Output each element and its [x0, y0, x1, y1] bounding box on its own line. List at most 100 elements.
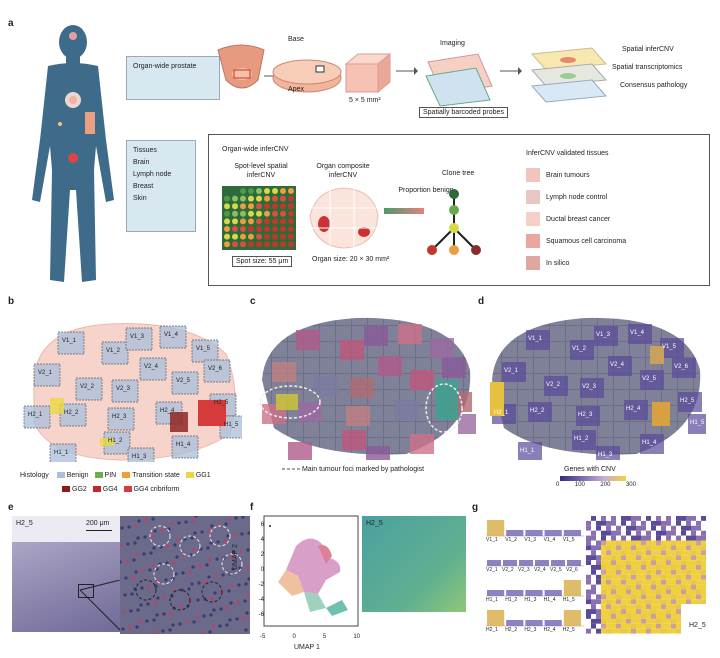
heatmap-cell: [671, 599, 676, 605]
heatmap-cell: [631, 550, 636, 556]
tile-outline: [125, 327, 153, 351]
heatmap-cell: [691, 560, 696, 565]
heatmap-cell: [601, 604, 606, 610]
heatmap-cell: [601, 594, 606, 600]
heatmap-cell: [586, 565, 591, 570]
heatmap-cell: [616, 516, 621, 521]
tile-outline: [159, 325, 187, 349]
heatmap-cell: [586, 516, 591, 521]
heatmap-cell: [596, 530, 601, 536]
heatmap-cell: [661, 560, 666, 565]
heatmap-cell: [596, 545, 601, 551]
cnv-tile: [340, 340, 364, 360]
organ-wide-callout: Organ-wide prostate: [126, 56, 220, 100]
heatmap-cell: [661, 545, 666, 551]
heatmap-cell: [641, 565, 646, 570]
validated-list: Brain tumours Lymph node control Ductal br…: [526, 164, 626, 274]
cnv-track-labels: V1_1 V1_2 V1_3 V1_4 V1_5 V2_1 V2_2 V2_3 V2_4 V2_5…: [476, 516, 586, 636]
heatmap-cell: [681, 555, 686, 561]
heatmap-cell: [596, 574, 601, 580]
heatmap-cell: [611, 589, 616, 595]
heatmap-cell: [626, 623, 631, 629]
cnv-tile: [378, 356, 402, 376]
heatmap-cell: [601, 599, 606, 605]
heatmap-cell: [601, 550, 606, 556]
cnv-tile: [442, 358, 466, 378]
heatmap-cell: [671, 540, 676, 546]
heatmap-cell: [601, 535, 606, 541]
legend-swatch: [185, 472, 194, 479]
heatmap-cell: [586, 525, 591, 531]
heatmap-cell: [651, 589, 656, 595]
heatmap-cell: [596, 540, 601, 546]
cell-dot: [147, 585, 151, 589]
umap-spatial-image: [362, 516, 466, 634]
tile-label: H2_4: [160, 408, 175, 414]
heatmap-cell: [621, 609, 626, 614]
heatmap-cell: [691, 628, 696, 634]
cell-dot: [227, 589, 231, 593]
arrow-icon: [500, 67, 522, 75]
cnv-track-bar: [544, 590, 562, 596]
cell-dot: [153, 601, 157, 605]
heatmap-cell: [701, 614, 706, 619]
cnv-tile: [594, 326, 618, 346]
heatmap-cell: [626, 594, 631, 600]
panel-label-e: e: [8, 502, 14, 513]
heatmap-cell: [601, 618, 606, 624]
heatmap-cell: [686, 614, 691, 619]
heatmap-cell: [611, 584, 616, 590]
heatmap-cell: [651, 604, 656, 610]
heatmap-cell: [626, 520, 631, 526]
base-label: Base: [288, 36, 304, 43]
heatmap-cell: [641, 604, 646, 610]
heatmap-cell: [611, 599, 616, 605]
cell-dot: [152, 618, 156, 622]
heatmap-cell: [641, 628, 646, 634]
tile-label: H1_1: [54, 450, 69, 456]
heatmap-cell: [611, 535, 616, 541]
heatmap-cell: [591, 525, 596, 531]
cell-dot: [151, 517, 155, 521]
umap-ylabel: UMAP 2: [232, 544, 239, 570]
heatmap-cell: [606, 560, 611, 565]
heatmap-cell: [646, 604, 651, 610]
heatmap-cell: [676, 565, 681, 570]
heatmap-cell: [606, 565, 611, 570]
tile-label: V2_5: [176, 378, 191, 384]
heatmap-cell: [691, 604, 696, 610]
heatmap-cell: [591, 584, 596, 590]
heatmap-cell: [646, 609, 651, 614]
tile-outline: [57, 331, 85, 355]
cell-dot: [221, 573, 225, 577]
heatmap-cell: [641, 614, 646, 619]
heatmap-cell: [611, 540, 616, 546]
cell-dot: [120, 516, 122, 518]
heatmap-cell: [641, 594, 646, 600]
heatmap-cell: [601, 569, 606, 575]
heatmap-cell: [646, 628, 651, 634]
heatmap-cell: [651, 614, 656, 619]
spot: [288, 218, 294, 225]
heatmap-cell: [666, 540, 671, 546]
heatmap-cell: [646, 535, 651, 541]
cell-dot: [215, 557, 219, 561]
heatmap-cell: [596, 535, 601, 541]
heatmap-cell: [701, 555, 706, 561]
heatmap-cell: [621, 545, 626, 551]
heatmap-cell: [621, 540, 626, 546]
cnv-tile: [640, 370, 664, 390]
validated-swatch: [526, 168, 540, 182]
spot: [232, 203, 238, 210]
tile-label: V1_5: [662, 344, 677, 350]
heatmap-cell: [616, 569, 621, 575]
cnv-map-d: [490, 317, 706, 460]
heatmap-cell: [666, 623, 671, 629]
heatmap-cell: [606, 618, 611, 624]
legend-label: PIN: [104, 472, 117, 479]
track-label: H2_3: [524, 627, 537, 633]
heatmap-cell: [606, 574, 611, 580]
heatmap-cell: [636, 565, 641, 570]
cnv-tile: [608, 356, 632, 376]
legend-label: GG4: [102, 486, 118, 493]
